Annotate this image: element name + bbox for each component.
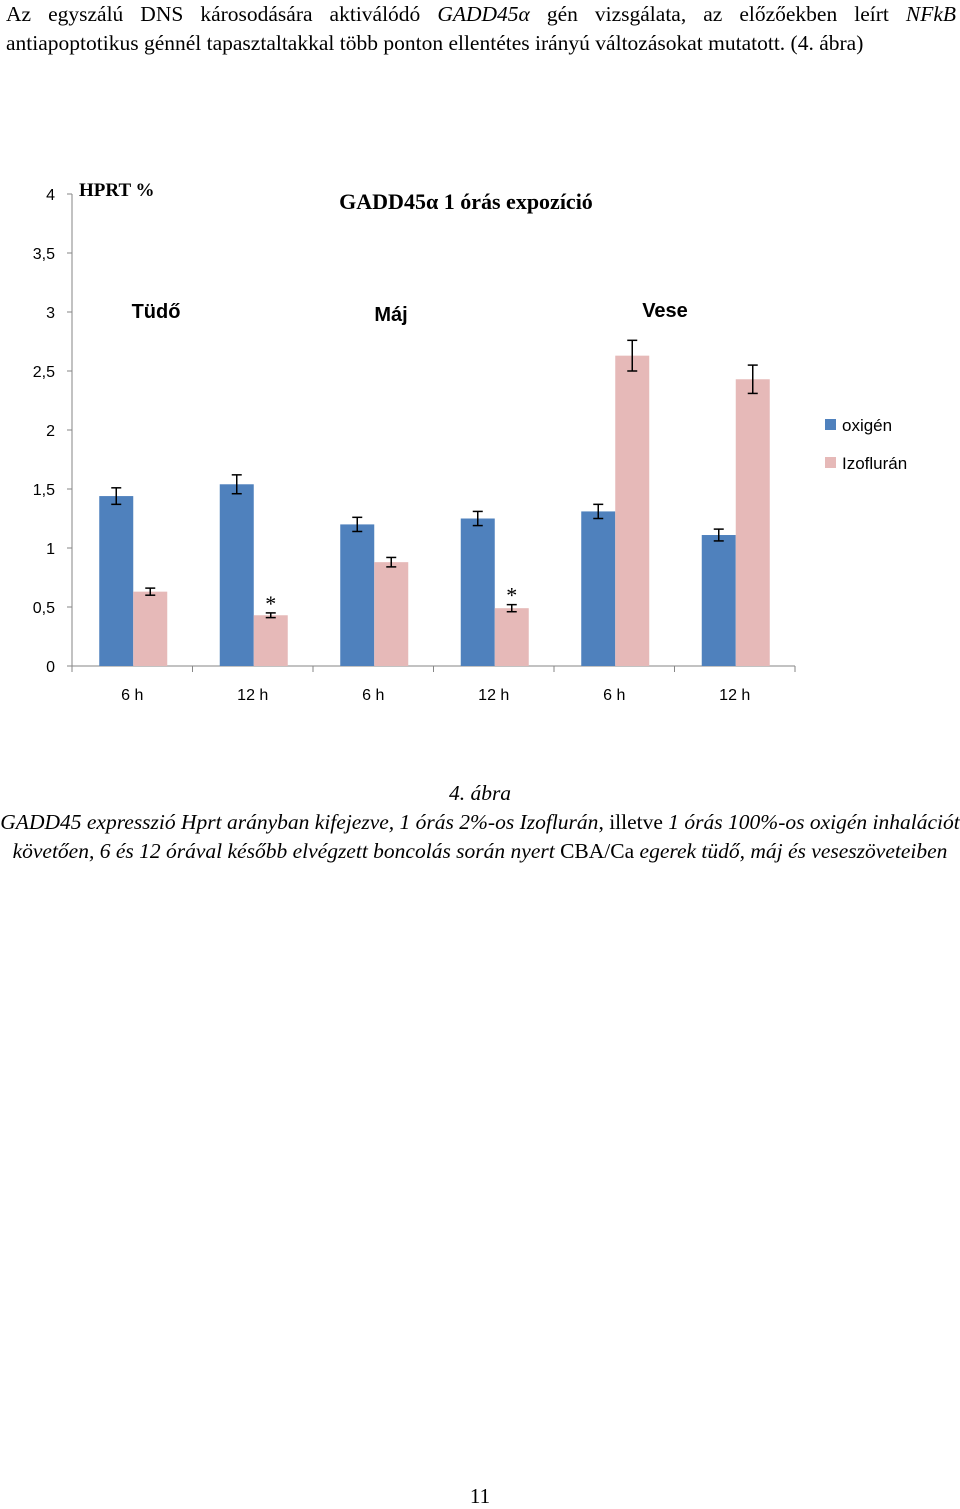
legend-label: oxigén: [842, 416, 892, 435]
caption-text-4: CBA/Ca: [560, 839, 635, 863]
intro-text-1: Az egyszálú DNS károsodására aktiválódó: [6, 2, 438, 26]
x-tick-label: 12 h: [719, 687, 750, 704]
caption-body: GADD45 expresszió Hprt arányban kifejezv…: [0, 808, 960, 866]
legend-swatch: [825, 419, 836, 430]
y-tick-label: 2,5: [33, 364, 55, 381]
intro-gene-1: GADD45α: [437, 2, 530, 26]
y-tick-label: 0: [46, 659, 55, 676]
x-tick-label: 6 h: [603, 687, 625, 704]
bar-oxigen: [219, 484, 254, 666]
intro-text-2: gén vizsgálata, az előzőekben leírt: [529, 2, 906, 26]
group-label: Tüdő: [132, 301, 181, 323]
group-label: Vese: [642, 300, 688, 322]
bar-izofluran: [494, 608, 529, 666]
bar-oxigen: [460, 518, 495, 666]
bar-oxigen: [340, 524, 375, 666]
chart-title: GADD45α 1 órás expozíció: [339, 189, 593, 214]
significance-asterisk: *: [506, 583, 517, 608]
figure-caption: 4. ábra GADD45 expresszió Hprt arányban …: [0, 779, 960, 866]
bar-oxigen: [99, 496, 134, 666]
legend-label: Izoflurán: [842, 454, 907, 473]
y-tick-label: 1,5: [33, 482, 55, 499]
y-axis-title: HPRT %: [79, 180, 155, 201]
bar-chart: 0 0,5 1 1,5 2 2,5 3 3,5 4 6 h 12 h 6 h 12 h 6 h 12 h * *…: [33, 180, 907, 704]
significance-asterisk: *: [265, 591, 276, 616]
x-tick-label: 6 h: [121, 687, 143, 704]
intro-text-3: antiapoptotikus génnél tapasztaltakkal t…: [6, 31, 864, 55]
y-tick-label: 3: [46, 305, 55, 322]
group-label: Máj: [374, 304, 407, 326]
page-number: 11: [469, 1484, 491, 1508]
caption-text-2: , illetve: [598, 810, 669, 834]
x-tick-label: 6 h: [362, 687, 384, 704]
x-tick-label: 12 h: [237, 687, 268, 704]
bar-izofluran: [374, 562, 409, 666]
caption-text-3: 1 órás 100%-os oxigén inhalációt követőe…: [12, 810, 960, 863]
bar-izofluran: [735, 379, 770, 666]
caption-figure-number-text: 4. ábra: [448, 781, 512, 805]
x-tick-label: 12 h: [478, 687, 509, 704]
y-tick-label: 4: [46, 187, 55, 204]
bar-oxigen: [581, 511, 616, 666]
y-tick-label: 1: [46, 541, 55, 558]
intro-paragraph: Az egyszálú DNS károsodására aktiválódó …: [6, 0, 956, 58]
bar-izofluran: [615, 355, 650, 666]
y-tick-label: 3,5: [33, 246, 55, 263]
caption-text-1: GADD45 expresszió Hprt arányban kifejezv…: [0, 810, 599, 834]
bar-oxigen: [701, 535, 736, 666]
caption-figure-number: 4. ábra: [0, 779, 960, 808]
bar-izofluran: [253, 615, 288, 666]
y-tick-label: 0,5: [33, 600, 55, 617]
y-tick-label: 2: [46, 423, 55, 440]
legend-swatch: [825, 457, 836, 468]
chart-container: 0 0,5 1 1,5 2 2,5 3 3,5 4 6 h 12 h 6 h 12 h 6 h 12 h * *…: [0, 160, 960, 720]
bar-izofluran: [133, 591, 168, 666]
caption-text-6: egerek tüdő, máj és veseszöveteiben: [639, 839, 948, 863]
intro-gene-2: NFkB: [905, 2, 957, 26]
